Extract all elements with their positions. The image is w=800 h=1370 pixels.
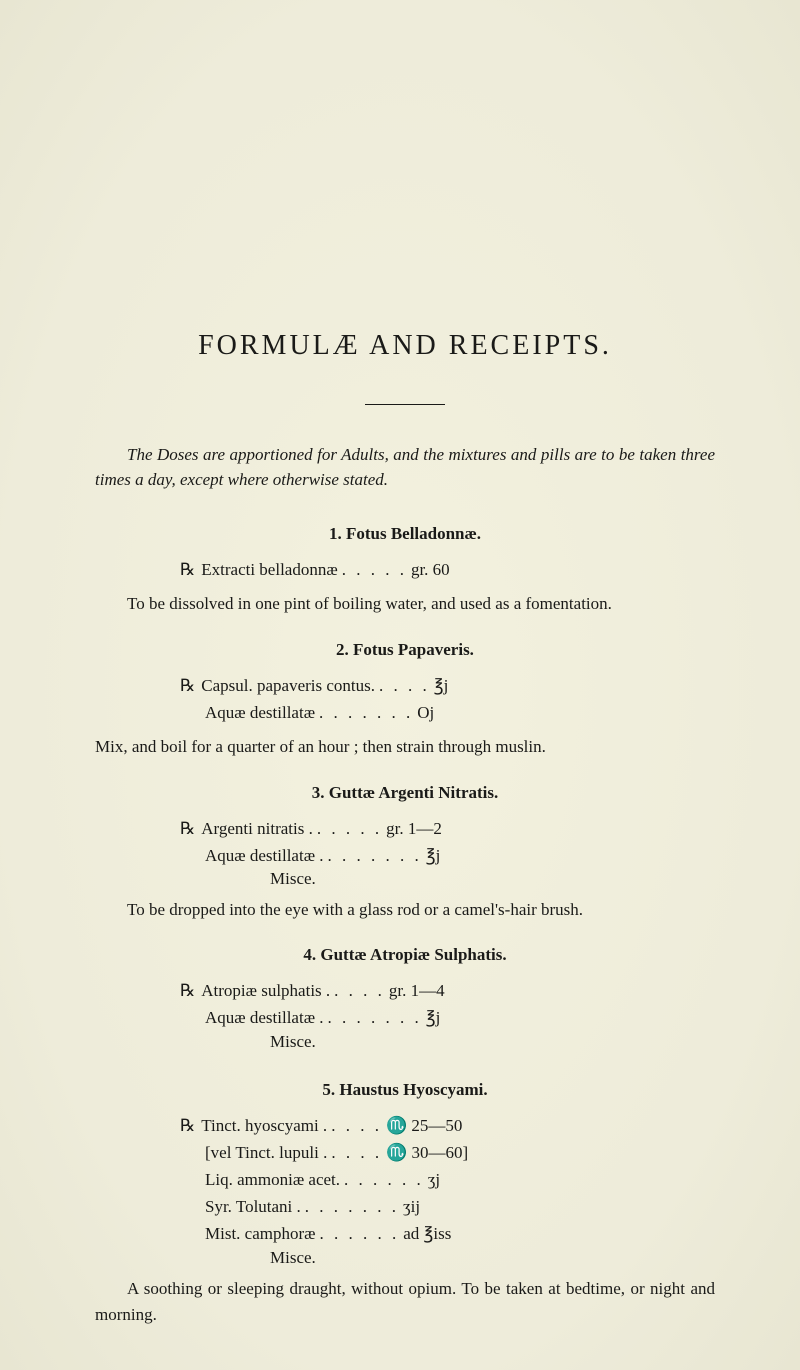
rx-label: [vel Tinct. lupuli . xyxy=(205,1139,327,1166)
section-heading: 4. Guttæ Atropiæ Sulphatis. xyxy=(95,945,715,965)
section-heading: 3. Guttæ Argenti Nitratis. xyxy=(95,783,715,803)
section-heading: 5. Haustus Hyoscyami. xyxy=(95,1080,715,1100)
rx-line: [vel Tinct. lupuli . . . . . ♏ 30—60] xyxy=(95,1139,715,1166)
rx-value: ad ℥iss xyxy=(403,1220,451,1247)
rx-line: Aquæ destillatæ . . . . . . . . ℥j xyxy=(95,842,715,869)
rx-symbol: ℞ xyxy=(180,1112,195,1139)
rx-value: gr. 1—2 xyxy=(386,815,442,842)
rx-label: Tinct. hyoscyami . xyxy=(201,1112,327,1139)
leader-dots: . . . . . xyxy=(317,815,382,842)
rx-value: ʒj xyxy=(428,1166,440,1193)
rx-label: Liq. ammoniæ acet. xyxy=(205,1166,340,1193)
rx-value: gr. 1—4 xyxy=(389,977,445,1004)
rx-label: Aquæ destillatæ xyxy=(205,699,315,726)
section-heading: 1. Fotus Belladonnæ. xyxy=(95,524,715,544)
leader-dots: . . . . . xyxy=(342,556,407,583)
rx-line: ℞ Capsul. papaveris contus. . . . . ℥j xyxy=(95,672,715,699)
page: FORMULÆ AND RECEIPTS. The Doses are appo… xyxy=(0,0,800,1370)
rx-line: Aquæ destillatæ . . . . . . . . ℥j xyxy=(95,1004,715,1031)
rx-label: Aquæ destillatæ . xyxy=(205,842,324,869)
rx-line: ℞ Extracti belladonnæ . . . . . gr. 60 xyxy=(95,556,715,583)
rx-label: Atropiæ sulphatis . xyxy=(201,977,330,1004)
rx-label: Capsul. papaveris contus. xyxy=(201,672,375,699)
leader-dots: . . . . . . xyxy=(320,1220,400,1247)
rx-value: ♏ 30—60] xyxy=(386,1139,468,1166)
rx-line: Liq. ammoniæ acet. . . . . . . ʒj xyxy=(95,1166,715,1193)
page-title: FORMULÆ AND RECEIPTS. xyxy=(95,330,715,362)
leader-dots: . . . . . . . xyxy=(305,1193,399,1220)
misce-label: Misce. xyxy=(95,1248,715,1268)
leader-dots: . . . . . . . xyxy=(328,842,422,869)
rx-symbol: ℞ xyxy=(180,977,195,1004)
leader-dots: . . . . . . . xyxy=(319,699,413,726)
rx-value: ℥j xyxy=(434,672,449,699)
rx-value: ♏ 25—50 xyxy=(386,1112,462,1139)
rx-label: Extracti belladonnæ xyxy=(201,556,337,583)
section-body: To be dropped into the eye with a glass … xyxy=(95,897,715,923)
leader-dots: . . . . xyxy=(331,1139,382,1166)
rx-value: gr. 60 xyxy=(411,556,450,583)
rx-label: Syr. Tolutani . xyxy=(205,1193,301,1220)
rx-symbol: ℞ xyxy=(180,815,195,842)
misce-label: Misce. xyxy=(95,869,715,889)
rx-label: Argenti nitratis . xyxy=(201,815,313,842)
leader-dots: . . . . xyxy=(379,672,430,699)
rx-label: Mist. camphoræ xyxy=(205,1220,316,1247)
section-body: A soothing or sleeping draught, without … xyxy=(95,1276,715,1329)
section-heading: 2. Fotus Papaveris. xyxy=(95,640,715,660)
rx-line: ℞ Tinct. hyoscyami . . . . . ♏ 25—50 xyxy=(95,1112,715,1139)
leader-dots: . . . . xyxy=(334,977,385,1004)
rx-value: ℥j xyxy=(426,1004,441,1031)
ornamental-rule xyxy=(365,404,445,405)
intro-text: The Doses are apportioned for Adults, an… xyxy=(95,445,715,489)
top-margin xyxy=(95,45,715,330)
leader-dots: . . . . . . xyxy=(344,1166,424,1193)
rx-line: Aquæ destillatæ . . . . . . . Oj xyxy=(95,699,715,726)
rx-line: ℞ Atropiæ sulphatis . . . . . gr. 1—4 xyxy=(95,977,715,1004)
leader-dots: . . . . . . . xyxy=(328,1004,422,1031)
rx-label: Aquæ destillatæ . xyxy=(205,1004,324,1031)
rx-line: Syr. Tolutani . . . . . . . . ʒij xyxy=(95,1193,715,1220)
rx-symbol: ℞ xyxy=(180,672,195,699)
leader-dots: . . . . xyxy=(331,1112,382,1139)
rx-line: Mist. camphoræ . . . . . . ad ℥iss xyxy=(95,1220,715,1247)
section-body: Mix, and boil for a quarter of an hour ;… xyxy=(95,734,715,760)
rx-value: Oj xyxy=(417,699,434,726)
misce-label: Misce. xyxy=(95,1032,715,1052)
rx-symbol: ℞ xyxy=(180,556,195,583)
intro-paragraph: The Doses are apportioned for Adults, an… xyxy=(95,443,715,492)
section-body: To be dissolved in one pint of boiling w… xyxy=(95,591,715,617)
rx-line: ℞ Argenti nitratis . . . . . . gr. 1—2 xyxy=(95,815,715,842)
rx-value: ʒij xyxy=(403,1193,420,1220)
rx-value: ℥j xyxy=(426,842,441,869)
